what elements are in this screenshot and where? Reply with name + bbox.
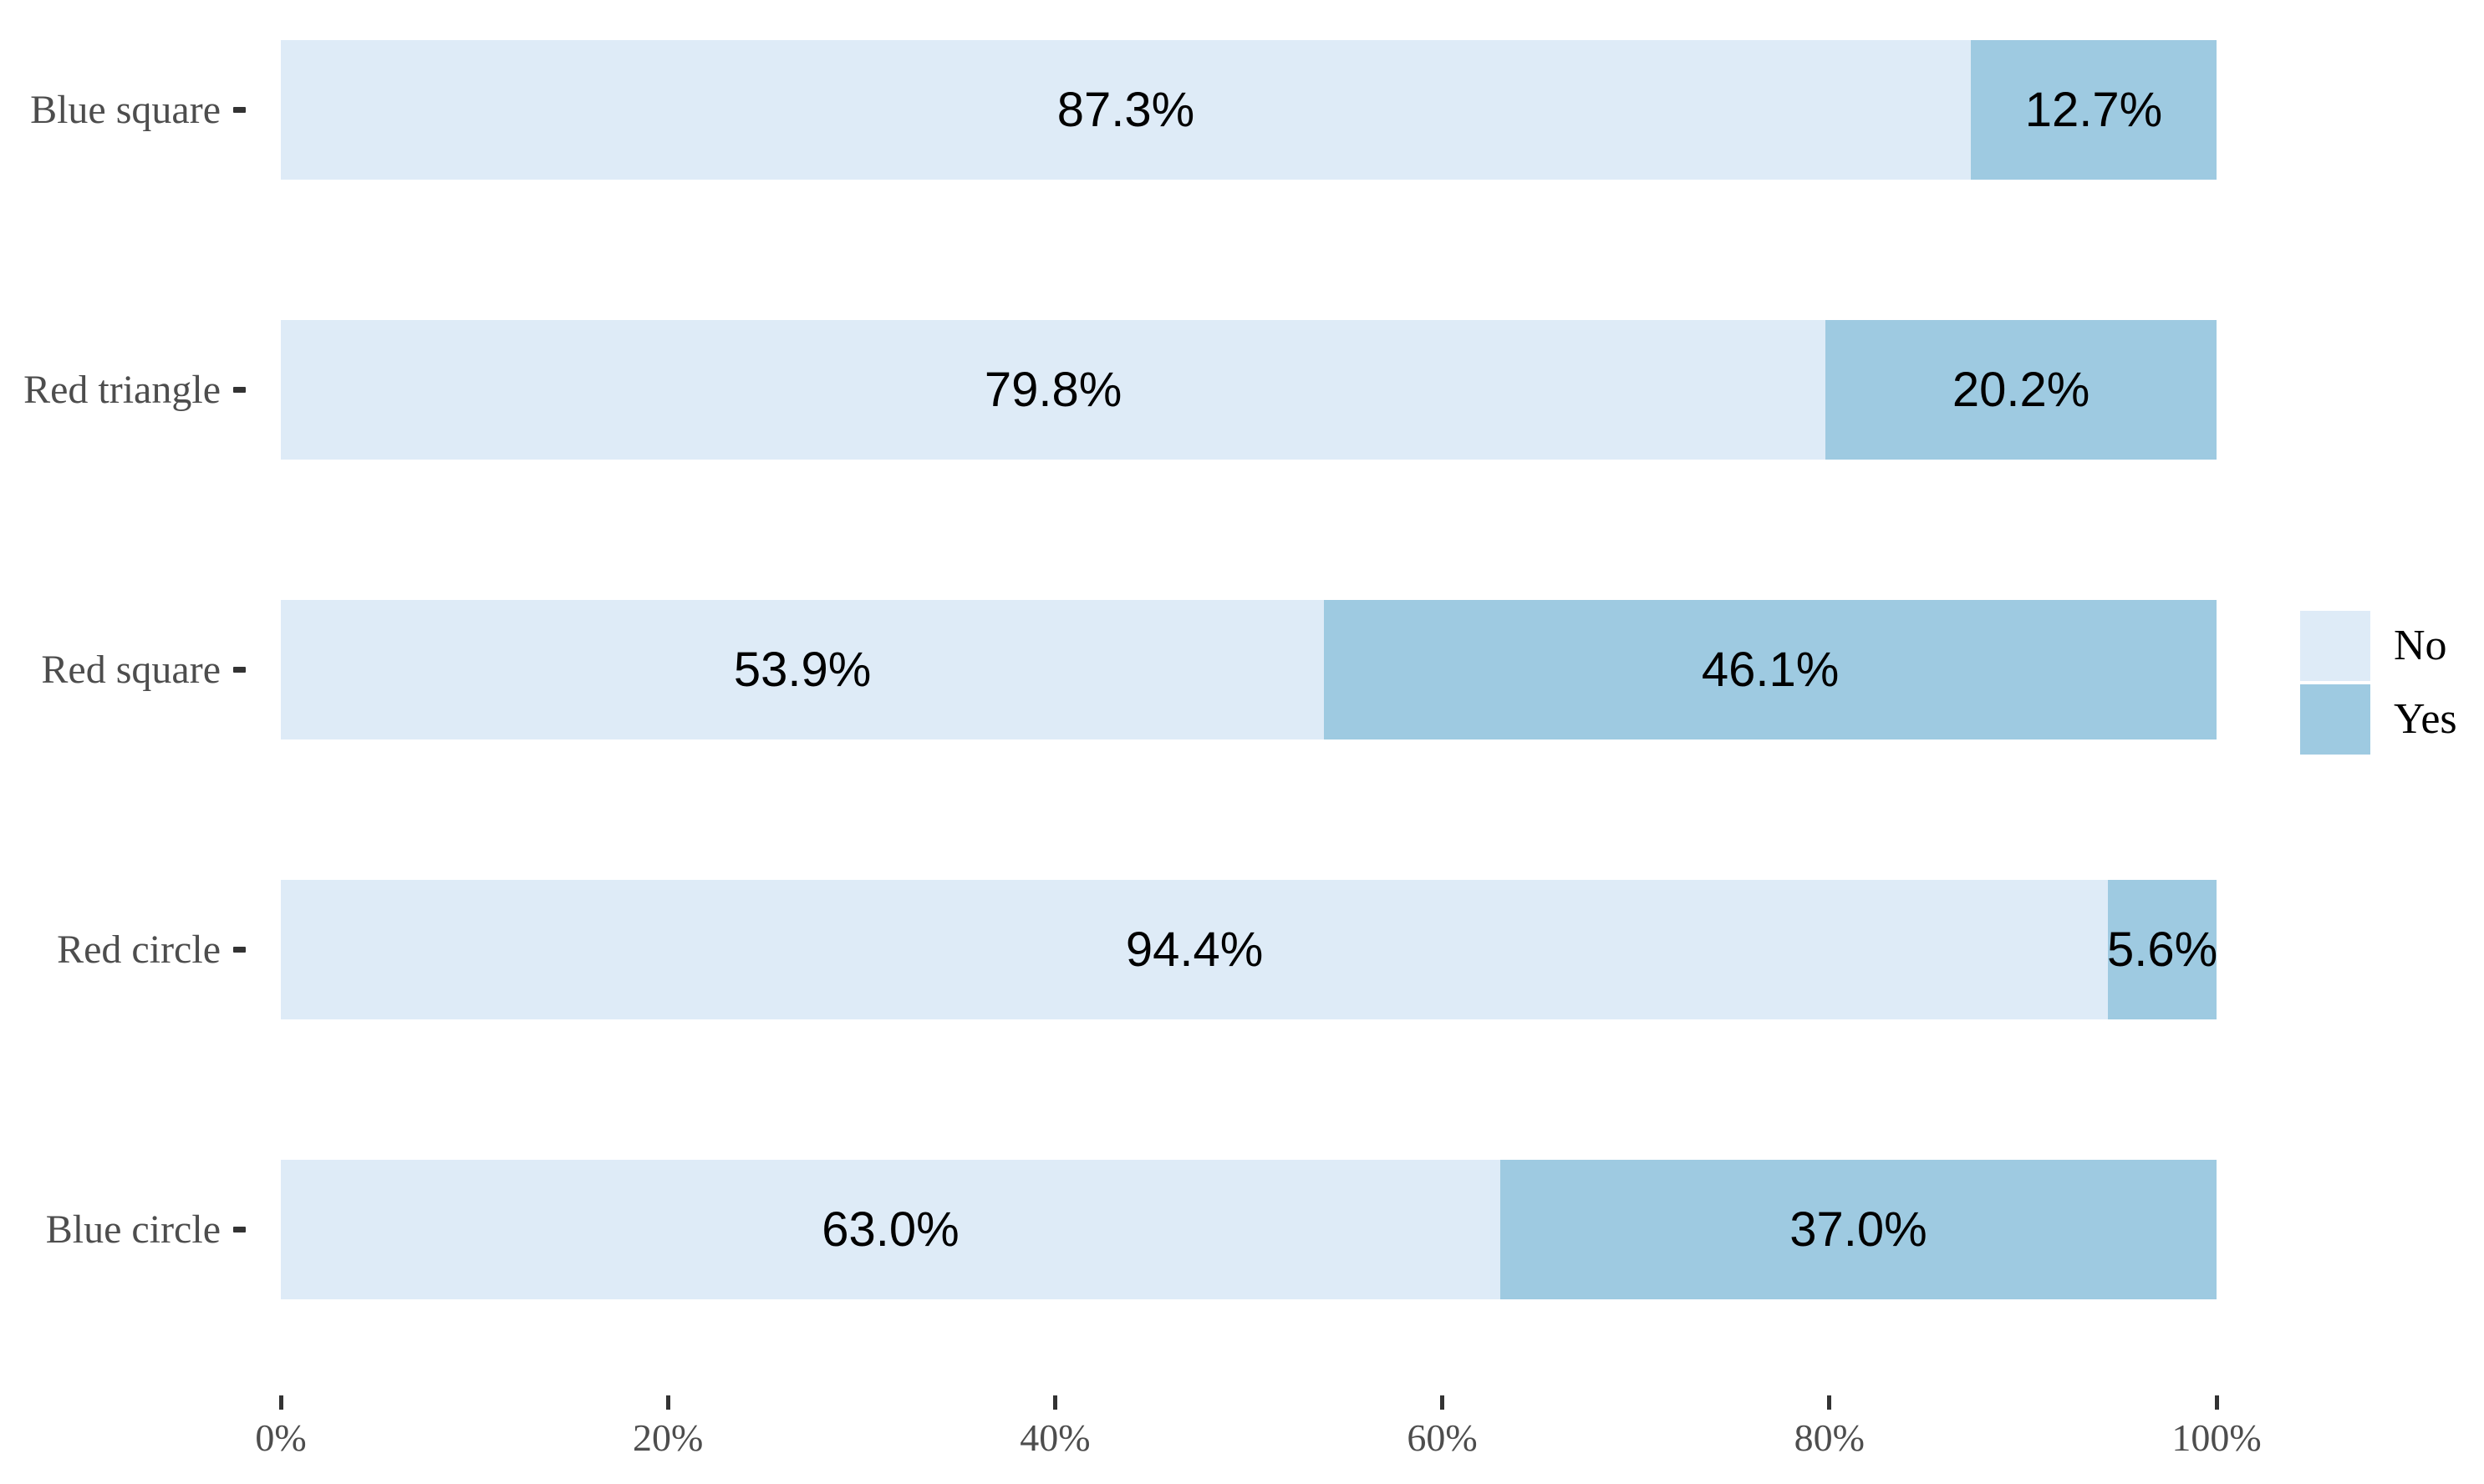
legend-item-label: Yes <box>2394 695 2457 743</box>
bar-segment-yes: 37.0% <box>1500 1160 2217 1299</box>
x-axis-tick-label: 100% <box>2171 1416 2262 1459</box>
x-axis-tick-label: 20% <box>633 1416 704 1459</box>
category-label: Red triangle <box>23 367 221 412</box>
category-label: Blue circle <box>45 1207 221 1252</box>
legend-swatch-yes <box>2300 684 2370 755</box>
bar-segment-no: 87.3% <box>281 40 1971 180</box>
bar-segment-no: 63.0% <box>281 1160 1501 1299</box>
bar-segment-no: 53.9% <box>281 600 1325 739</box>
x-axis-tick-mark <box>1440 1395 1445 1410</box>
legend-swatch-no <box>2300 611 2370 681</box>
category-label: Blue square <box>30 87 221 132</box>
x-axis-tick-mark <box>2214 1395 2219 1410</box>
bar-segment-value: 46.1% <box>1701 642 1840 697</box>
bar-segment-yes: 46.1% <box>1324 600 2217 739</box>
bar-segment-yes: 12.7% <box>1970 40 2217 180</box>
bar-segment-value: 37.0% <box>1789 1202 1927 1257</box>
bar-row: 79.8% 20.2% <box>281 320 2217 460</box>
x-axis-tick-mark <box>1052 1395 1057 1410</box>
bar-segment-value: 79.8% <box>984 362 1122 417</box>
x-axis-tick-mark <box>1827 1395 1832 1410</box>
x-axis-tick-mark <box>665 1395 670 1410</box>
bar-row: 94.4% 5.6% <box>281 880 2217 1019</box>
category-label: Red square <box>41 647 221 692</box>
bar-segment-value: 63.0% <box>822 1202 959 1257</box>
bar-segment-no: 94.4% <box>281 880 2109 1019</box>
bar-segment-no: 79.8% <box>281 320 1826 460</box>
legend-item-label: No <box>2394 622 2447 669</box>
bar-segment-yes: 20.2% <box>1825 320 2217 460</box>
category-label: Red circle <box>57 927 221 972</box>
category-tick-mark <box>233 107 246 113</box>
category-tick-mark <box>233 667 246 673</box>
x-axis-tick-label: 60% <box>1407 1416 1478 1459</box>
bar-row: 63.0% 37.0% <box>281 1160 2217 1299</box>
category-tick-mark <box>233 1227 246 1232</box>
category-tick-mark <box>233 387 246 393</box>
category-tick-mark <box>233 947 246 953</box>
x-axis-tick-label: 0% <box>255 1416 307 1459</box>
bar-segment-value: 12.7% <box>2024 82 2163 137</box>
bar-segment-value: 94.4% <box>1125 922 1264 977</box>
bar-row: 87.3% 12.7% <box>281 40 2217 180</box>
x-axis-tick-label: 40% <box>1020 1416 1091 1459</box>
bar-segment-value: 5.6% <box>2107 922 2218 977</box>
x-axis-tick-mark <box>278 1395 283 1410</box>
bar-segment-value: 20.2% <box>1952 362 2090 417</box>
bar-segment-value: 53.9% <box>733 642 872 697</box>
bar-segment-value: 87.3% <box>1056 82 1195 137</box>
bar-row: 53.9% 46.1% <box>281 600 2217 739</box>
bar-segment-yes: 5.6% <box>2107 880 2218 1019</box>
x-axis-tick-label: 80% <box>1794 1416 1865 1459</box>
